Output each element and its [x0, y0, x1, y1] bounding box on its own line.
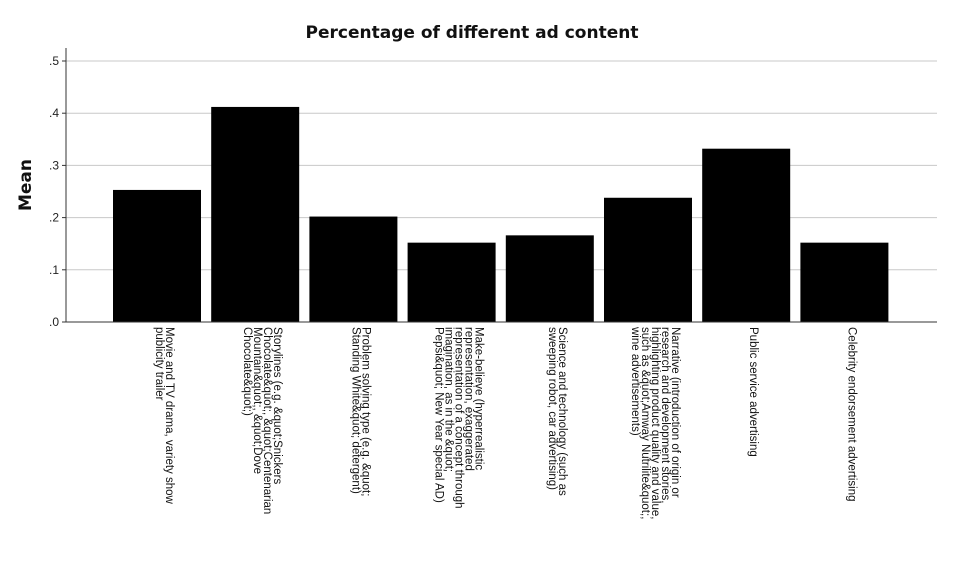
category-label-line: such as &quot;Amway Nutrilite&quot;,: [639, 327, 651, 519]
chart-title: Percentage of different ad content: [306, 23, 639, 43]
category-label-line: representation of a concept through: [453, 327, 465, 509]
category-label-line: imagination, as in the &quot;: [443, 327, 455, 472]
category-label-line: Science and technology (such as: [556, 327, 568, 496]
category-label-line: sweeping robot, car advertising): [546, 327, 558, 490]
category-label: Celebrity endorsement advertising: [845, 327, 857, 502]
bar: [702, 148, 791, 322]
category-label-line: Pepsi&quot; New Year special AD): [433, 327, 445, 503]
bar: [505, 235, 594, 322]
category-labels: Movie and TV drama, variety showpublicit…: [153, 326, 857, 519]
bar: [800, 242, 889, 322]
y-tick-label: .2: [49, 211, 59, 225]
category-label-line: Chocolate&quot;, &quot;Centenarian: [261, 327, 273, 514]
y-tick-label: .5: [49, 54, 59, 68]
bar: [407, 242, 496, 322]
category-label-line: representation, exaggerated: [463, 327, 475, 471]
category-label: Storylines (e.g. &quot;SnickersChocolate…: [241, 327, 283, 514]
category-label-line: research and development stories,: [659, 327, 671, 503]
category-label-line: Storylines (e.g. &quot;Snickers: [271, 327, 283, 484]
category-label-line: Narrative (introduction of origin or: [669, 327, 681, 498]
category-label-line: Chocolate&quot;): [241, 327, 253, 416]
category-label: Make-believe (hyperrealisticrepresentati…: [433, 327, 485, 509]
bar: [113, 189, 201, 322]
y-tick-labels: .0 .1 .2 .3 .4 .5: [49, 54, 59, 329]
bar: [211, 106, 300, 322]
category-label-line: wine advertisements): [629, 326, 641, 436]
axes: [62, 48, 937, 323]
bars: [113, 106, 889, 322]
category-label-line: Movie and TV drama, variety show: [163, 327, 175, 505]
category-label-line: Problem solving type (e.g. &quot;: [359, 327, 371, 496]
y-tick-label: .4: [49, 106, 59, 120]
category-label-line: Standing White&quot; detergent): [349, 327, 361, 494]
category-label: Science and technology (such assweeping …: [546, 327, 568, 496]
category-label-line: Mountain&quot;, &quot;Dove: [251, 327, 263, 474]
category-label: Narrative (introduction of origin orrese…: [629, 326, 681, 519]
category-label-line: Make-believe (hyperrealistic: [473, 327, 485, 470]
y-tick-label: .0: [49, 315, 59, 329]
category-label: Problem solving type (e.g. &quot;Standin…: [349, 327, 371, 496]
category-label-line: highlighting product quality and value,: [649, 327, 661, 519]
y-tick-label: .3: [49, 158, 59, 172]
bar: [309, 216, 398, 322]
gridlines: [66, 60, 937, 271]
y-axis-label: Mean: [16, 159, 36, 211]
y-tick-label: .1: [49, 263, 59, 277]
bar: [604, 197, 692, 322]
category-label-line: publicity trailer: [153, 327, 165, 401]
category-label-line: Public service advertising: [747, 327, 759, 457]
category-label: Movie and TV drama, variety showpublicit…: [153, 327, 175, 505]
category-label-line: Celebrity endorsement advertising: [845, 327, 857, 502]
category-label: Public service advertising: [747, 327, 759, 457]
